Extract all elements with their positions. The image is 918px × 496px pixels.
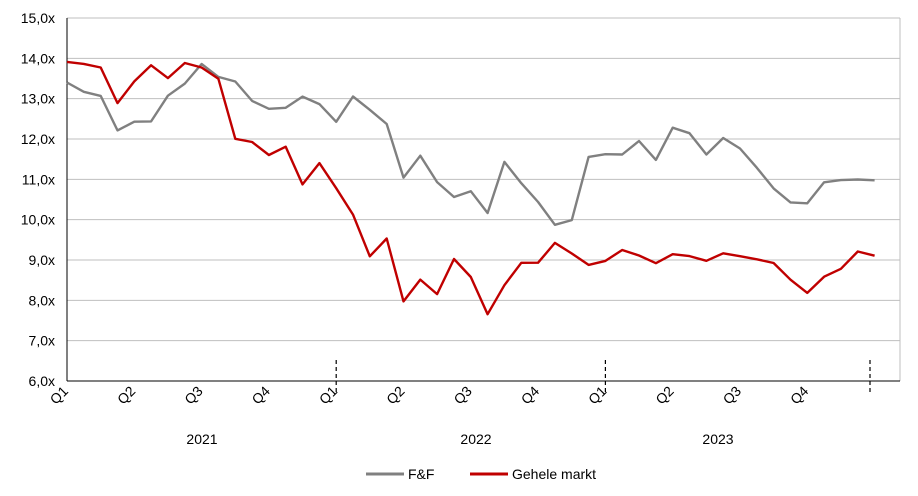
y-tick-label: 6,0x — [29, 373, 55, 389]
quarter-label: Q3 — [450, 383, 475, 408]
quarter-label: Q2 — [383, 383, 408, 408]
year-label: 2023 — [702, 431, 733, 447]
quarter-label: Q1 — [585, 383, 610, 408]
y-axis-tick-labels: 6,0x 7,0x 8,0x 9,0x 10,0x 11,0x 12,0x 13,0x 14,0… — [21, 10, 55, 389]
y-tick-label: 12,0x — [21, 131, 55, 147]
x-axis-quarter-labels: Q1 Q2 Q3 Q4 Q1 Q2 Q3 Q4 Q1 Q2 Q3 Q4 — [47, 383, 812, 408]
y-tick-label: 13,0x — [21, 91, 55, 107]
legend-label-0: F&F — [408, 466, 434, 482]
quarter-label: Q2 — [114, 383, 139, 408]
quarter-label: Q3 — [720, 383, 745, 408]
year-label: 2021 — [186, 431, 217, 447]
series-line-0 — [66, 62, 875, 227]
quarter-label: Q4 — [787, 383, 812, 408]
quarter-label: Q3 — [181, 383, 206, 408]
series-line-1 — [66, 60, 875, 316]
quarter-label: Q2 — [652, 383, 677, 408]
quarter-label: Q1 — [316, 383, 341, 408]
quarter-label: Q4 — [248, 383, 273, 408]
y-tick-label: 11,0x — [22, 171, 55, 187]
y-tick-label: 8,0x — [29, 292, 55, 308]
grid-lines — [67, 17, 901, 381]
y-tick-label: 9,0x — [29, 252, 55, 268]
x-axis-year-labels: 2021 2022 2023 — [186, 431, 733, 447]
y-tick-label: 10,0x — [21, 212, 55, 228]
year-dividers — [335, 360, 871, 392]
y-tick-label: 15,0x — [21, 10, 55, 26]
quarter-label: Q4 — [518, 383, 543, 408]
y-tick-label: 7,0x — [29, 333, 55, 349]
legend: F&F Gehele markt — [366, 466, 596, 482]
series-lines — [66, 60, 875, 316]
year-label: 2022 — [460, 431, 491, 447]
legend-label-1: Gehele markt — [512, 466, 596, 482]
y-tick-label: 14,0x — [21, 50, 55, 66]
